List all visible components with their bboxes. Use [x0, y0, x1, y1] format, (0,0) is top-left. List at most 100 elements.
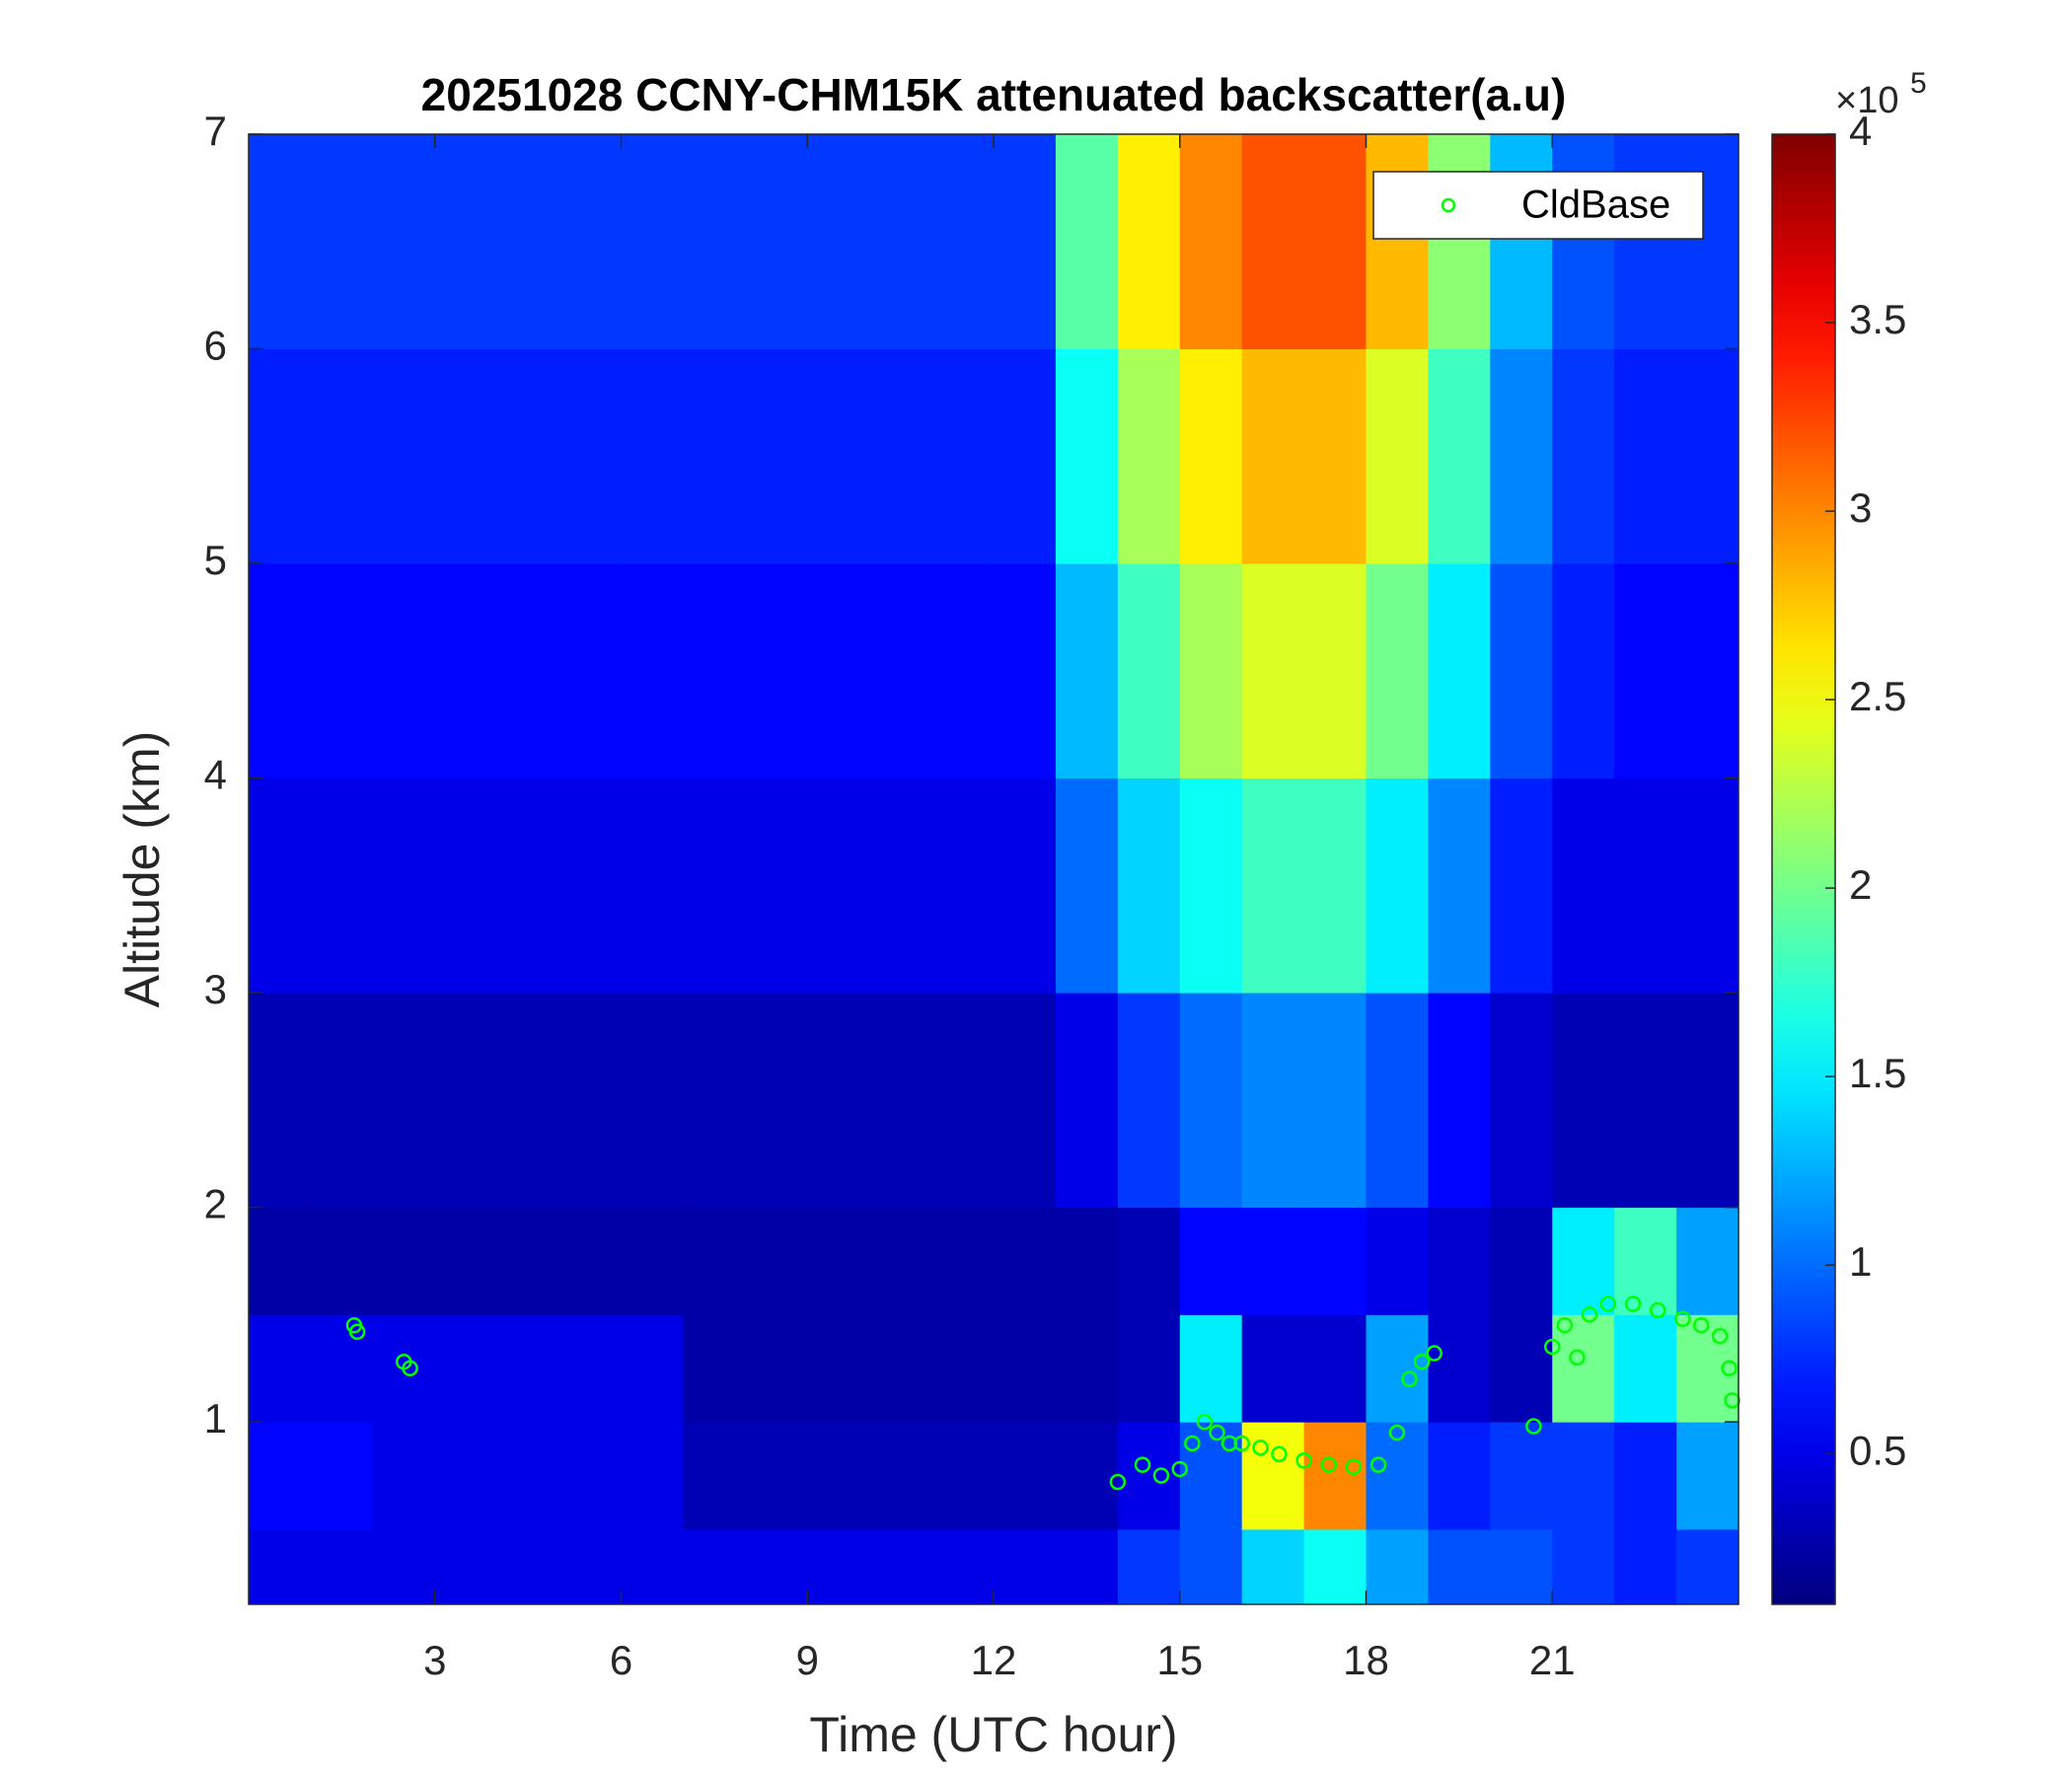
heatmap-cell	[683, 1314, 746, 1423]
x-tick-label: 15	[1156, 1637, 1203, 1683]
cloud-base-marker	[1426, 1345, 1443, 1362]
heatmap-cell	[931, 563, 995, 779]
heatmap-cell	[496, 1207, 560, 1315]
heatmap-cell	[1179, 348, 1243, 564]
heatmap-cell	[869, 777, 932, 994]
heatmap-cell	[621, 1314, 684, 1423]
heatmap-cell	[807, 134, 870, 350]
cloud-base-marker	[1320, 1456, 1337, 1473]
heatmap-cell	[1490, 1422, 1553, 1530]
heatmap-cell	[249, 1314, 312, 1423]
heatmap-cell	[1117, 993, 1181, 1209]
heatmap-cell	[994, 777, 1057, 994]
cloud-base-marker	[1401, 1370, 1418, 1387]
cloud-base-marker	[1674, 1310, 1691, 1327]
heatmap-cell	[558, 1207, 622, 1315]
colorbar-tick-label: 2.5	[1849, 673, 1906, 719]
cloud-base-marker	[1295, 1452, 1312, 1469]
cloud-base-marker	[1599, 1295, 1617, 1312]
heatmap-cell	[1179, 993, 1243, 1209]
heatmap-cell	[1676, 993, 1739, 1209]
heatmap-cell	[931, 1314, 995, 1423]
heatmap-cell	[683, 993, 746, 1209]
heatmap-cell	[683, 1528, 746, 1605]
heatmap-cell	[310, 1207, 374, 1315]
cloud-base-marker	[1171, 1460, 1188, 1478]
heatmap-cell	[558, 134, 622, 350]
heatmap-cell	[434, 1422, 498, 1530]
heatmap-cell	[1179, 563, 1243, 779]
x-tick-label: 6	[610, 1637, 632, 1683]
heatmap-cell	[807, 993, 870, 1209]
heatmap-cell	[931, 1207, 995, 1315]
heatmap-cell	[1614, 563, 1677, 779]
heatmap-cell	[1552, 1207, 1615, 1315]
heatmap-cell	[249, 1422, 312, 1530]
cloud-base-marker	[1196, 1413, 1214, 1431]
colorbar-tick-label: 4	[1849, 108, 1872, 154]
heatmap-cell	[807, 777, 870, 994]
cloud-base-marker	[1388, 1424, 1406, 1442]
heatmap-cell	[434, 777, 498, 994]
heatmap-cell	[1676, 563, 1739, 779]
cloud-base-marker	[1525, 1418, 1542, 1435]
y-axis-label: Altitude (km)	[114, 731, 170, 1008]
heatmap-cell	[558, 563, 622, 779]
heatmap-cell	[1055, 1422, 1119, 1530]
heatmap-cell	[994, 1528, 1057, 1605]
cloud-base-marker	[1152, 1467, 1170, 1484]
heatmap-cell	[1241, 1422, 1305, 1530]
heatmap-cell	[1614, 1207, 1677, 1315]
heatmap-cell	[372, 1207, 436, 1315]
colorbar-multiplier: ×10	[1835, 80, 1898, 121]
heatmap-cell	[869, 1422, 932, 1530]
heatmap-cell	[1241, 563, 1305, 779]
heatmap-cell	[745, 1314, 808, 1423]
heatmap-cell	[372, 1528, 436, 1605]
heatmap-cell	[931, 1422, 995, 1530]
heatmap-cell	[372, 1422, 436, 1530]
cloud-base-marker	[402, 1360, 418, 1376]
heatmap-cell	[807, 1528, 870, 1605]
heatmap-cell	[558, 1422, 622, 1530]
cloud-base-marker	[1134, 1456, 1151, 1473]
heatmap-cell	[558, 348, 622, 564]
heatmap-cell	[1303, 993, 1367, 1209]
x-tick-label: 3	[423, 1637, 446, 1683]
heatmap-cell	[807, 348, 870, 564]
heatmap-cell	[1676, 1422, 1739, 1530]
heatmap-cell	[994, 134, 1057, 350]
heatmap-cell	[1428, 563, 1491, 779]
heatmap-cell	[621, 1422, 684, 1530]
heatmap-cell	[1241, 777, 1305, 994]
cloud-base-marker	[1693, 1316, 1710, 1334]
heatmap-cell	[1552, 348, 1615, 564]
heatmap-cell	[994, 348, 1057, 564]
heatmap-cell	[621, 134, 684, 350]
heatmap-cell	[1366, 993, 1429, 1209]
heatmap-cell	[372, 993, 436, 1209]
heatmap-cell	[683, 563, 746, 779]
heatmap-cell	[1366, 1422, 1429, 1530]
heatmap-cell	[249, 1528, 312, 1605]
heatmap-cell	[1676, 1207, 1739, 1315]
heatmap-cell	[558, 777, 622, 994]
heatmap-cell	[1614, 1528, 1677, 1605]
heatmap-cell	[249, 777, 312, 994]
heatmap-cell	[621, 563, 684, 779]
heatmap-cell	[1676, 1314, 1739, 1423]
heatmap-cell	[1179, 1528, 1243, 1605]
heatmap-cell	[1490, 1207, 1553, 1315]
heatmap-cell	[1241, 993, 1305, 1209]
heatmap-cell	[1614, 993, 1677, 1209]
heatmap-cell	[558, 993, 622, 1209]
heatmap-cell	[1366, 348, 1429, 564]
x-tick-label: 18	[1343, 1637, 1389, 1683]
cloud-base-marker	[1556, 1316, 1574, 1334]
heatmap-cell	[1303, 348, 1367, 564]
heatmap-cell	[1303, 1528, 1367, 1605]
heatmap-cell	[434, 348, 498, 564]
y-tick-label: 1	[204, 1395, 227, 1442]
heatmap-cell	[310, 134, 374, 350]
